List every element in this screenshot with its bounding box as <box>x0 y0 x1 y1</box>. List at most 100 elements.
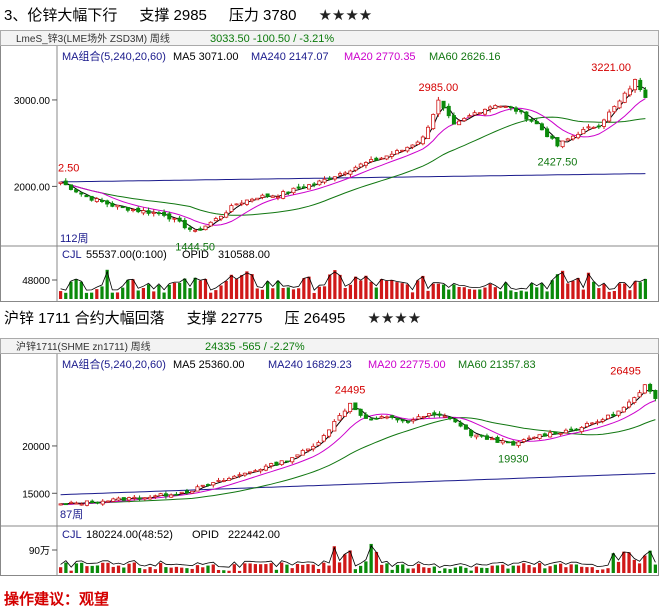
volume-bar <box>106 562 110 573</box>
shfe-zinc-chart-svg: 沪锌1711(SHME zn1711) 周线 24335 -565 / -2.27… <box>0 338 659 576</box>
candle-body <box>167 213 172 220</box>
candle-body <box>211 482 216 486</box>
candle-body <box>553 431 558 435</box>
candle-body <box>560 140 565 148</box>
volume-bar <box>509 290 513 299</box>
volume-bar <box>259 564 263 573</box>
candle-body <box>563 429 568 434</box>
volume-bar <box>290 568 294 573</box>
price-annotation: 24495 <box>335 384 366 396</box>
price-annotation: 2427.50 <box>538 156 578 168</box>
volume-bar <box>569 564 573 573</box>
volume-bar <box>395 564 400 573</box>
candle-body <box>110 202 115 207</box>
volume-bar <box>224 280 228 299</box>
opid-line <box>60 270 646 291</box>
candle-body <box>569 428 574 431</box>
volume-bar <box>524 291 528 299</box>
volume-bar <box>543 568 547 573</box>
volume-bar <box>401 564 405 573</box>
volume-bar <box>385 563 389 573</box>
candle-body <box>565 138 570 141</box>
candle-body <box>239 202 244 205</box>
candle-body <box>581 129 586 135</box>
volume-bar <box>566 283 570 299</box>
volume-bar <box>606 568 610 573</box>
volume-bar <box>537 563 542 573</box>
candle-body <box>369 159 374 162</box>
candle-body <box>498 105 503 108</box>
volume-bar <box>532 567 536 573</box>
candle-body <box>174 493 179 496</box>
price-annotation: 26495 <box>610 365 641 377</box>
volume-bar <box>281 288 285 299</box>
volume-bar <box>595 569 600 573</box>
candle-body <box>574 428 579 431</box>
volume-bar <box>474 566 479 573</box>
volume-bar <box>146 284 151 299</box>
candle-body <box>482 108 487 115</box>
volume-bar <box>574 564 579 573</box>
candle-body <box>436 99 441 115</box>
volume-bar <box>260 289 265 299</box>
candle-body <box>253 470 258 473</box>
candle-body <box>405 146 410 152</box>
opid-line <box>60 544 656 568</box>
ma20-line <box>60 98 646 226</box>
volume-bar <box>395 282 399 299</box>
volume-bar <box>169 567 173 573</box>
candle-body <box>411 419 416 422</box>
ma240-legend: MA240 16829.23 <box>268 359 352 371</box>
volume-bar <box>633 281 637 299</box>
volume-bar <box>627 552 631 573</box>
candle-body <box>120 206 125 209</box>
candle-body <box>611 413 616 417</box>
y-tick-label: 2000.00 <box>14 182 51 193</box>
volume-bar <box>406 568 410 573</box>
volume-bar <box>369 281 373 299</box>
volume-bar <box>198 280 202 299</box>
candle-body <box>441 100 446 109</box>
candle-body <box>327 429 332 437</box>
candle-body <box>442 415 447 418</box>
candle-body <box>463 424 468 430</box>
candle-body <box>395 417 400 421</box>
volume-bar <box>653 564 657 573</box>
candle-body <box>591 126 596 129</box>
candle-body <box>490 438 495 441</box>
candle-body <box>300 450 305 456</box>
candle-body <box>495 436 500 443</box>
candle-body <box>84 500 89 506</box>
volume-bar <box>400 283 404 299</box>
candle-body <box>358 408 363 416</box>
volume-bar <box>211 564 215 573</box>
chart-quote: 24335 -565 / -2.27% <box>205 341 305 353</box>
candle-body <box>579 427 584 433</box>
volume-bar <box>85 566 89 573</box>
candle-body <box>389 153 394 157</box>
candle-body <box>237 474 242 477</box>
volume-bar <box>172 282 177 299</box>
candle-body <box>258 468 263 472</box>
candle-body <box>141 210 146 214</box>
section1-stars: ★★★★ <box>318 6 373 24</box>
volume-bar <box>80 562 84 573</box>
volume-bar <box>264 564 268 573</box>
volume-bar <box>638 282 642 299</box>
candle-body <box>74 502 79 505</box>
candle-body <box>229 205 234 212</box>
volume-bar <box>327 565 331 573</box>
volume-bar <box>540 283 544 299</box>
volume-bar <box>245 271 249 299</box>
candle-body <box>400 149 405 152</box>
volume-bar <box>628 290 632 299</box>
opid-value: 222442.00 <box>228 529 280 541</box>
candle-body <box>374 157 379 161</box>
volume-bar <box>459 566 463 573</box>
volume-bar <box>164 567 168 573</box>
candle-body <box>469 429 474 437</box>
volume-bar <box>380 564 384 573</box>
volume-bar <box>405 284 409 299</box>
candle-body <box>363 414 368 419</box>
volume-bar <box>328 274 332 299</box>
